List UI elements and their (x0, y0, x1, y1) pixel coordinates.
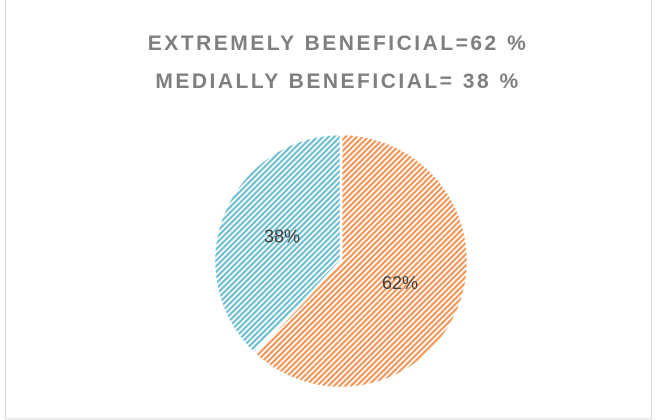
pie-slice (252, 132, 470, 390)
chart-title: MEDIALLY BENEFICIAL= 38 % (155, 70, 520, 93)
pie-slice (212, 132, 343, 356)
data-label: 62% (382, 273, 418, 293)
chart-title: EXTREMELY BENEFICIAL=62 % (148, 32, 529, 55)
data-label: 38% (264, 226, 300, 246)
